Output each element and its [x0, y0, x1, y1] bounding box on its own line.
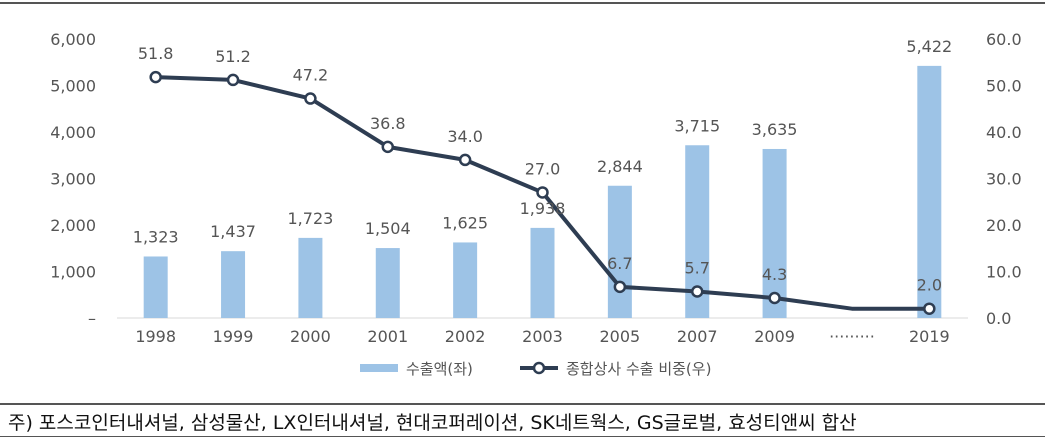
x-tick-label: 2009 — [754, 327, 795, 346]
line-point — [458, 153, 472, 167]
bar — [375, 248, 400, 318]
line-point — [768, 291, 781, 305]
bar-data-label: 1,723 — [288, 209, 334, 228]
y-left-tick-label: 5,000 — [50, 77, 96, 96]
y-right-tick-label: 0.0 — [986, 309, 1011, 328]
line-point — [226, 73, 240, 87]
y-left-tick-label: 6,000 — [50, 30, 96, 49]
y-left-tick-label: 1,000 — [50, 263, 96, 282]
x-tick-label: 1999 — [213, 327, 254, 346]
line-data-label: 6.7 — [607, 254, 632, 273]
x-tick-label: 2002 — [445, 327, 486, 346]
legend: 수출액(좌) 종합상사 수출 비중(우) — [360, 360, 711, 378]
line-data-label: 51.2 — [215, 47, 251, 66]
bar-data-label: 1,504 — [365, 219, 411, 238]
line-point — [613, 280, 627, 294]
legend-line-marker — [532, 361, 546, 375]
bar-data-label: 1,437 — [210, 222, 256, 241]
line-point — [149, 70, 162, 84]
y-left-tick-label: 4,000 — [50, 123, 96, 142]
bar-data-label: 1,323 — [133, 227, 179, 246]
legend-bar-swatch — [360, 364, 398, 372]
legend-bar-label: 수출액(좌) — [406, 360, 473, 378]
line-point — [536, 186, 549, 199]
y-left-tick-label: 2,000 — [50, 216, 96, 235]
x-tick-label: 2019 — [909, 327, 950, 346]
bar-data-label: 3,715 — [674, 116, 720, 135]
x-tick-label: 2003 — [522, 327, 563, 346]
x-tick-label: ········· — [829, 327, 875, 346]
top-rule — [0, 2, 1045, 4]
legend-line-label: 종합상사 수출 비중(우) — [566, 360, 711, 378]
bar — [143, 256, 168, 318]
line-point — [304, 92, 317, 105]
bar-series — [143, 65, 942, 318]
bar-data-label: 5,422 — [906, 37, 952, 56]
y-right-tick-label: 60.0 — [986, 30, 1022, 49]
y-left-tick-label: 3,000 — [50, 170, 96, 189]
y-right-tick-label: 30.0 — [986, 170, 1022, 189]
x-tick-label: 1998 — [135, 327, 176, 346]
axes: – 1,000 2,000 3,000 4,000 5,000 6,000 0.0 10.0 20… — [50, 30, 1021, 346]
data-labels: 1,323 1,437 1,723 1,504 1,625 1,938 2,844 3,715… — [133, 37, 952, 295]
footnote: 주) 포스코인터내셔널, 삼성물산, LX인터내셔널, 현대코퍼레이션, SK네… — [8, 412, 857, 434]
line-point — [690, 285, 704, 298]
line-data-label: 5.7 — [685, 258, 710, 277]
x-tick-label: 2005 — [600, 327, 641, 346]
line-data-label: 34.0 — [447, 127, 483, 146]
bar — [607, 185, 632, 318]
line-data-label: 47.2 — [293, 66, 329, 85]
bar — [917, 65, 942, 318]
x-tick-label: 2007 — [677, 327, 718, 346]
line-data-label: 2.0 — [917, 276, 942, 295]
combo-chart: – 1,000 2,000 3,000 4,000 5,000 6,000 0.0 10.0 20… — [50, 30, 1021, 378]
line-data-label: 27.0 — [525, 159, 561, 178]
y-right-tick-label: 20.0 — [986, 216, 1022, 235]
bar — [453, 242, 478, 318]
bottom-rule — [0, 436, 1045, 437]
x-tick-label: 2001 — [367, 327, 408, 346]
line-data-label: 36.8 — [370, 114, 406, 133]
line-point — [381, 140, 395, 154]
x-tick-label: 2000 — [290, 327, 331, 346]
y-right-tick-label: 10.0 — [986, 263, 1022, 282]
y-left-tick-label: – — [88, 309, 96, 328]
bar-data-label: 3,635 — [752, 120, 798, 139]
separator-rule — [0, 403, 1045, 405]
bar-data-label: 1,625 — [442, 213, 488, 232]
bar-data-label: 2,844 — [597, 157, 643, 176]
bar — [530, 227, 555, 318]
bar — [298, 237, 323, 318]
bar-data-label: 1,938 — [520, 199, 566, 218]
y-right-tick-label: 40.0 — [986, 123, 1022, 142]
line-point — [923, 302, 936, 315]
line-data-label: 51.8 — [138, 44, 174, 63]
bar — [762, 148, 787, 318]
line-series — [149, 70, 936, 315]
line-data-label: 4.3 — [762, 265, 787, 284]
y-right-tick-label: 50.0 — [986, 77, 1022, 96]
bar — [221, 251, 246, 318]
